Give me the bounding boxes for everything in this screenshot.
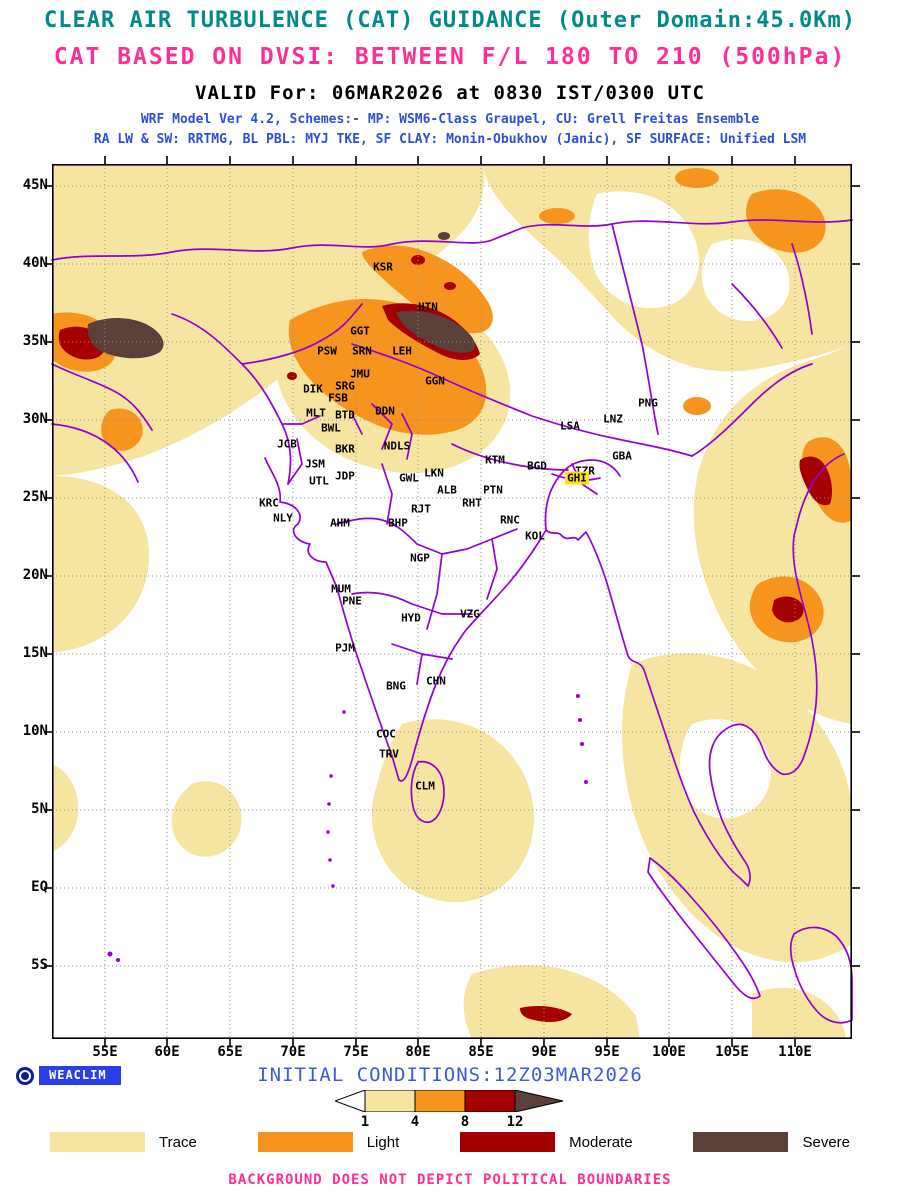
x-axis-label: 90E bbox=[531, 1044, 557, 1060]
y-axis-labels: 45N 40N 35N 30N 25N 20N 15N 10N 5N EQ 5S bbox=[0, 0, 52, 1100]
weaclim-logo-icon bbox=[16, 1066, 34, 1085]
color-scale: 1 4 8 12 bbox=[333, 1089, 565, 1132]
y-axis-label: 20N bbox=[22, 567, 48, 583]
coastline-india-indochina bbox=[264, 457, 818, 887]
x-axis-label: 95E bbox=[594, 1044, 620, 1060]
x-axis-label: 105E bbox=[715, 1044, 749, 1060]
legend-item-light: Light bbox=[257, 1132, 400, 1152]
y-axis-label: 10N bbox=[22, 723, 48, 739]
y-axis-label: 5N bbox=[31, 801, 48, 817]
valid-time: VALID For: 06MAR2026 at 0830 IST/0300 UT… bbox=[195, 82, 705, 104]
map-frame bbox=[52, 164, 853, 1040]
boundary-layer bbox=[51, 219, 853, 1024]
legend-swatch-severe bbox=[693, 1132, 789, 1152]
border-tibet bbox=[351, 343, 693, 457]
border-west-asia bbox=[51, 363, 153, 483]
turbulence-severe-layer bbox=[87, 232, 476, 359]
legend-label: Severe bbox=[802, 1133, 850, 1151]
island-dots bbox=[107, 694, 588, 962]
legend-item-trace: Trace bbox=[50, 1132, 197, 1152]
x-axis-label: 60E bbox=[154, 1044, 180, 1060]
legend-label: Moderate bbox=[569, 1133, 633, 1151]
border-afghan-pak bbox=[171, 303, 363, 485]
legend-label: Trace bbox=[159, 1133, 197, 1151]
y-axis-label: 45N bbox=[22, 177, 48, 193]
x-axis-label: 85E bbox=[468, 1044, 494, 1060]
legend-item-moderate: Moderate bbox=[460, 1132, 633, 1152]
x-axis-label: 65E bbox=[217, 1044, 243, 1060]
scale-value-label: 12 bbox=[506, 1114, 524, 1130]
weaclim-logo-text: WEACLIM bbox=[39, 1066, 121, 1085]
coastline-borneo bbox=[789, 926, 853, 1024]
y-axis-label: 30N bbox=[22, 411, 48, 427]
legend-swatch-moderate bbox=[460, 1132, 556, 1152]
scale-value-label: 4 bbox=[410, 1114, 420, 1130]
y-axis-label: EQ bbox=[31, 879, 48, 895]
main-title: CLEAR AIR TURBULENCE (CAT) GUIDANCE (Out… bbox=[44, 8, 856, 33]
map-canvas bbox=[44, 156, 860, 1047]
weaclim-logo: WEACLIM bbox=[16, 1066, 121, 1085]
x-axis-label: 70E bbox=[280, 1044, 306, 1060]
x-axis-label: 80E bbox=[405, 1044, 431, 1060]
x-axis-label: 55E bbox=[92, 1044, 118, 1060]
legend-swatch-trace bbox=[50, 1132, 145, 1152]
border-china-east bbox=[611, 223, 813, 457]
legend-item-severe: Severe bbox=[693, 1132, 850, 1152]
y-axis-label: 5S bbox=[31, 957, 48, 973]
background-disclaimer: BACKGROUND DOES NOT DEPICT POLITICAL BOU… bbox=[228, 1172, 672, 1188]
border-central-asia bbox=[51, 219, 853, 261]
border-nepal-bhutan bbox=[451, 443, 569, 471]
model-config-line1: WRF Model Ver 4.2, Schemes:- MP: WSM6-Cl… bbox=[140, 112, 760, 127]
x-axis-label: 110E bbox=[778, 1044, 812, 1060]
coastline-vietnam-north bbox=[797, 453, 845, 521]
scale-value-label: 1 bbox=[360, 1114, 370, 1130]
subtitle-dvsi: CAT BASED ON DVSI: BETWEEN F/L 180 TO 21… bbox=[53, 44, 847, 70]
legend: Trace Light Moderate Severe bbox=[50, 1132, 850, 1152]
y-axis-label: 35N bbox=[22, 333, 48, 349]
model-config-line2: RA LW & SW: RRTMG, BL PBL: MYJ TKE, SF C… bbox=[93, 132, 807, 147]
border-pak-internal bbox=[281, 415, 321, 485]
grid-layer bbox=[52, 164, 852, 1039]
coastline-srilanka bbox=[410, 760, 445, 823]
x-axis-label: 75E bbox=[343, 1044, 369, 1060]
y-axis-label: 25N bbox=[22, 489, 48, 505]
x-axis-label: 100E bbox=[652, 1044, 686, 1060]
legend-label: Light bbox=[366, 1133, 400, 1151]
axis-ticks bbox=[44, 156, 860, 1047]
x-axis-labels: 55E 60E 65E 70E 75E 80E 85E 90E 95E 100E 105E 110E bbox=[0, 1044, 900, 1062]
clear-air-holes bbox=[588, 191, 790, 819]
color-scale-arrow bbox=[333, 1089, 564, 1113]
map-area: KSR HTN GGT PSW SRN LEH JMU DIK SRG FSB GGN PNG MLT B… bbox=[44, 156, 860, 1047]
legend-swatch-light bbox=[257, 1132, 353, 1152]
coastline-sumatra bbox=[647, 857, 761, 1000]
initial-conditions: INITIAL CONDITIONS:12Z03MAR2026 bbox=[257, 1064, 643, 1086]
y-axis-label: 40N bbox=[22, 255, 48, 271]
y-axis-label: 15N bbox=[22, 645, 48, 661]
scale-value-label: 8 bbox=[460, 1114, 470, 1130]
